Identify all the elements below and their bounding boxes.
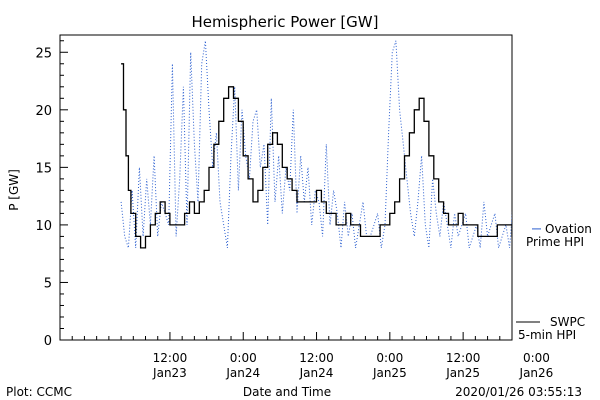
x-axis: 12:00Jan230:00Jan2412:00Jan240:00Jan2512… bbox=[59, 332, 554, 380]
x-tick-date-label: Jan25 bbox=[445, 366, 480, 380]
x-tick-time-label: 12:00 bbox=[446, 351, 481, 365]
x-tick-time-label: 0:00 bbox=[376, 351, 403, 365]
ovation-series-line bbox=[120, 40, 512, 249]
plot-timestamp: 2020/01/26 03:55:13 bbox=[455, 385, 582, 399]
chart-title: Hemispheric Power [GW] bbox=[192, 13, 379, 31]
x-tick-date-label: Jan23 bbox=[152, 366, 187, 380]
x-tick-date-label: Jan24 bbox=[299, 366, 334, 380]
swpc-legend-label: SWPC bbox=[550, 315, 585, 329]
series-layer bbox=[120, 40, 512, 249]
y-tick-label: 20 bbox=[35, 104, 52, 119]
ovation-legend-label: Ovation bbox=[545, 222, 592, 236]
x-tick-time-label: 12:00 bbox=[153, 351, 188, 365]
y-tick-label: 10 bbox=[35, 219, 52, 234]
swpc-series-line bbox=[121, 63, 512, 249]
x-tick-date-label: Jan24 bbox=[225, 366, 260, 380]
y-axis-label: P [GW] bbox=[7, 169, 21, 211]
ovation-legend-label: Prime HPI bbox=[526, 235, 584, 249]
swpc-legend-label: 5-min HPI bbox=[518, 328, 576, 342]
y-axis: 0 5 10 15 20 25 bbox=[35, 40, 68, 349]
x-tick-time-label: 12:00 bbox=[299, 351, 334, 365]
x-tick-time-label: 0:00 bbox=[523, 351, 550, 365]
y-tick-label: 15 bbox=[35, 161, 52, 176]
y-tick-label: 25 bbox=[35, 46, 52, 61]
x-tick-time-label: 0:00 bbox=[230, 351, 257, 365]
plot-border bbox=[59, 34, 513, 341]
plot-area bbox=[59, 34, 513, 341]
y-tick-label: 0 bbox=[44, 334, 52, 349]
x-tick-date-label: Jan25 bbox=[372, 366, 407, 380]
y-tick-label: 5 bbox=[44, 276, 52, 291]
x-tick-date-label: Jan26 bbox=[519, 366, 554, 380]
x-axis-label: Date and Time bbox=[243, 385, 331, 399]
plot-credit: Plot: CCMC bbox=[6, 385, 72, 399]
